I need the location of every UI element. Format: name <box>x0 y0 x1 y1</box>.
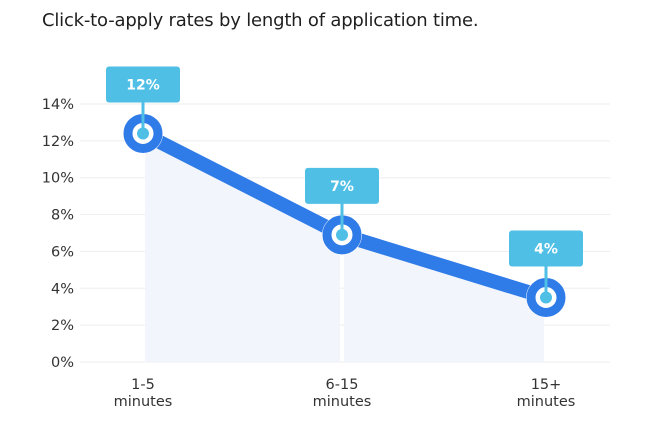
data-point[interactable]: 12% <box>106 66 180 154</box>
x-tick-label: minutes <box>517 394 576 410</box>
y-tick-label: 6% <box>51 244 74 260</box>
y-tick-label: 0% <box>51 355 74 371</box>
x-tick-label: minutes <box>313 394 372 410</box>
data-label: 7% <box>330 179 354 195</box>
data-label-box <box>509 230 583 267</box>
x-tick-label: 6-15 <box>326 377 359 393</box>
x-tick-label: 15+ <box>531 377 562 393</box>
chart-title: Click-to-apply rates by length of applic… <box>42 10 479 31</box>
y-axis: 0% 2% 4% 6% 8% 10% 12% 14% <box>42 97 74 371</box>
data-label-box <box>305 167 379 204</box>
data-points: 12% 7% 4% <box>106 66 583 318</box>
y-tick-label: 4% <box>51 281 74 297</box>
y-tick-label: 8% <box>51 208 74 224</box>
data-label: 4% <box>534 241 558 257</box>
y-tick-label: 10% <box>42 171 74 187</box>
data-point[interactable]: 7% <box>305 167 379 255</box>
x-tick-label: minutes <box>114 394 173 410</box>
area-fill <box>145 133 544 362</box>
data-label-box <box>106 66 180 103</box>
data-point[interactable]: 4% <box>509 230 583 318</box>
y-tick-label: 14% <box>42 97 74 113</box>
area-segment <box>145 133 340 362</box>
area-segment <box>344 234 544 362</box>
y-tick-label: 12% <box>42 134 74 150</box>
x-tick-label: 1-5 <box>131 377 155 393</box>
data-label: 12% <box>126 77 160 93</box>
y-tick-label: 2% <box>51 318 74 334</box>
